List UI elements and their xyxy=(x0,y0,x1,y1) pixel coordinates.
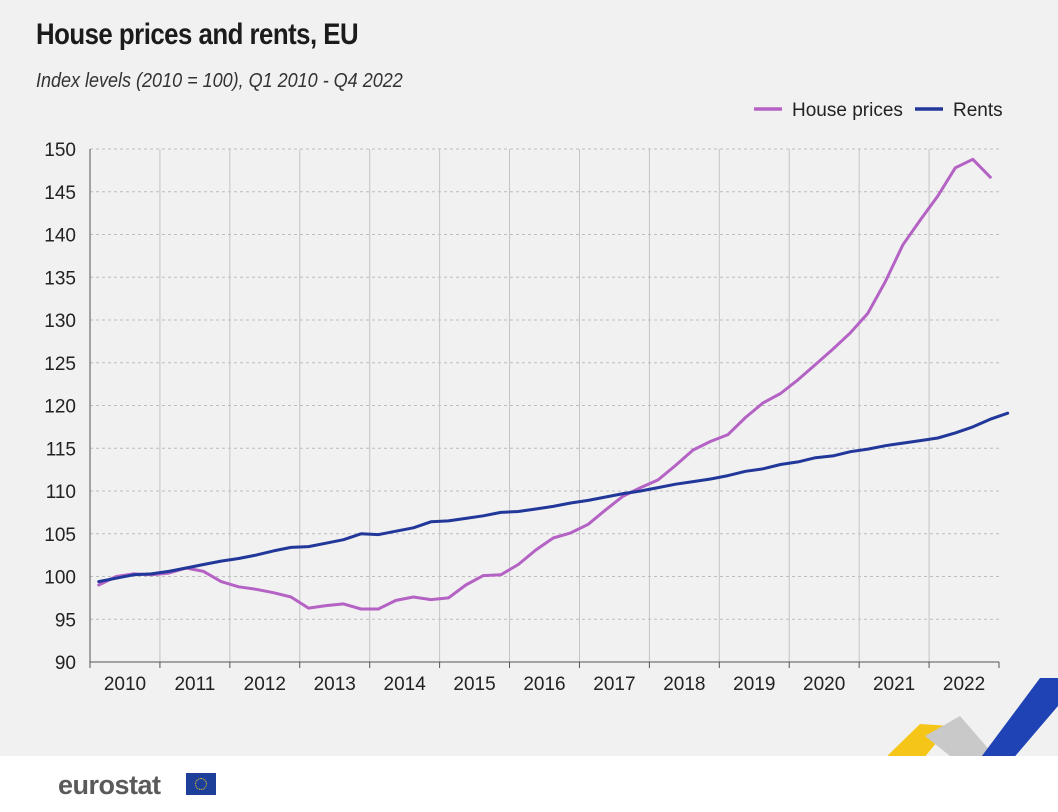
legend: House prices Rents xyxy=(754,100,1003,121)
x-tick-label: 2012 xyxy=(244,674,286,695)
legend-label: House prices xyxy=(792,100,903,121)
y-tick-label: 90 xyxy=(55,653,76,674)
x-tick-label: 2017 xyxy=(593,674,635,695)
chart-title: House prices and rents, EU xyxy=(36,18,359,51)
x-tick-label: 2019 xyxy=(733,674,775,695)
x-tick-label: 2014 xyxy=(384,674,427,695)
y-tick-label: 150 xyxy=(44,140,76,161)
series xyxy=(97,157,1010,611)
x-tick-label: 2018 xyxy=(663,674,705,695)
series-line-rents xyxy=(97,411,1010,584)
x-axis: 2010 2011 2012 2013 2014 2015 2016 2017 2018 2019… xyxy=(89,661,1000,695)
x-tick-label: 2022 xyxy=(943,674,985,695)
chart-subtitle: Index levels (2010 = 100), Q1 2010 - Q4 … xyxy=(36,70,403,92)
y-tick-label: 125 xyxy=(44,354,76,375)
y-tick-label: 145 xyxy=(44,183,76,204)
x-tick-label: 2011 xyxy=(174,674,215,695)
ribbon-blue xyxy=(970,678,1058,772)
grid xyxy=(90,148,999,662)
y-axis: 90 95 100 105 110 115 120 125 130 135 140 145 150 xyxy=(44,140,91,674)
x-tick-label: 2013 xyxy=(314,674,356,695)
x-tick-label: 2020 xyxy=(803,674,845,695)
y-tick-label: 115 xyxy=(46,439,76,460)
legend-label: Rents xyxy=(953,100,1003,121)
y-tick-label: 100 xyxy=(44,568,76,589)
eu-flag-icon xyxy=(186,773,216,795)
line-chart: 90 95 100 105 110 115 120 125 130 135 140 145 150 20… xyxy=(44,100,1010,695)
y-tick-label: 120 xyxy=(44,397,76,418)
y-tick-label: 130 xyxy=(44,311,76,332)
y-tick-label: 135 xyxy=(44,268,76,289)
y-tick-label: 95 xyxy=(55,610,76,631)
y-tick-label: 110 xyxy=(46,482,76,503)
x-tick-label: 2015 xyxy=(453,674,495,695)
eurostat-logo: eurostat xyxy=(58,770,161,800)
y-tick-label: 140 xyxy=(44,226,76,247)
footer-bar xyxy=(0,756,1058,812)
x-tick-label: 2021 xyxy=(873,674,915,695)
series-line-house-prices xyxy=(97,157,992,611)
y-tick-label: 105 xyxy=(44,525,76,546)
x-tick-label: 2016 xyxy=(523,674,565,695)
x-tick-label: 2010 xyxy=(104,674,146,695)
